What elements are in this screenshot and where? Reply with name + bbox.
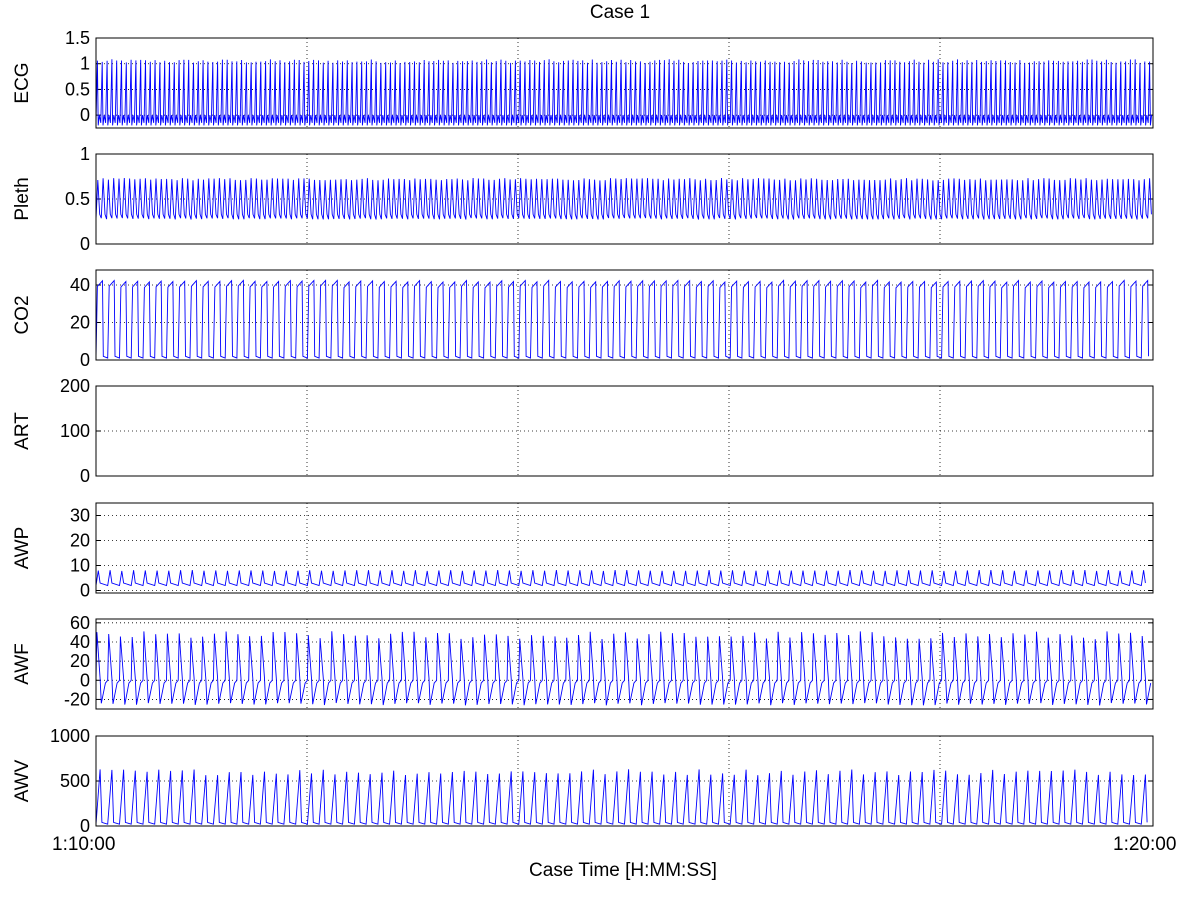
y-tick-label: 0 <box>80 581 90 601</box>
panel-awv: 0 500 1000 AWV <box>12 726 1154 836</box>
y-axis-label: AWP <box>12 527 33 570</box>
y-tick-label: 60 <box>70 613 90 633</box>
axes-frame <box>95 153 1154 245</box>
axes-frame <box>95 618 1154 710</box>
y-axis-label: CO2 <box>12 295 33 334</box>
series-line-pleth <box>95 177 1152 220</box>
y-tick-label: 40 <box>70 632 90 652</box>
y-axis-label: ECG <box>12 62 33 103</box>
series-line-awp <box>95 570 1146 587</box>
y-tick-label: 1 <box>80 54 90 74</box>
axes-frame <box>95 502 1154 594</box>
y-axis-label: AWF <box>12 643 33 685</box>
y-tick-label: 0 <box>80 670 90 690</box>
y-tick-label: 0.5 <box>65 79 90 99</box>
y-tick-label: 0 <box>80 234 90 254</box>
series-line-ecg <box>95 59 1153 126</box>
y-tick-label: 0 <box>80 350 90 370</box>
axes-frame <box>95 385 1154 477</box>
y-tick-label: 20 <box>70 531 90 551</box>
y-tick-label: 0 <box>80 466 90 486</box>
y-tick-label: 1.5 <box>65 28 90 48</box>
y-axis-label: ART <box>12 412 33 450</box>
y-tick-label: 0 <box>80 105 90 125</box>
panel-pleth: 0 0.5 1 Pleth <box>12 144 1154 254</box>
chart-title: Case 1 <box>589 2 651 23</box>
series-line-awf <box>95 631 1152 706</box>
series-line-awv <box>95 769 1148 825</box>
y-axis-label: AWV <box>12 759 33 802</box>
x-tick-label-start: 1:10:00 <box>52 834 116 855</box>
series-line-co2 <box>95 279 1149 359</box>
y-tick-label: 30 <box>70 506 90 526</box>
panel-awp: 0 10 20 30 AWP <box>12 502 1154 601</box>
y-tick-label: 1000 <box>50 726 90 746</box>
y-tick-label: 20 <box>70 313 90 333</box>
y-tick-label: 0.5 <box>65 189 90 209</box>
axes-frame <box>95 735 1154 827</box>
y-tick-label: 100 <box>60 421 90 441</box>
y-tick-label: 10 <box>70 556 90 576</box>
y-tick-label: 0 <box>80 816 90 836</box>
axes-frame <box>95 269 1154 361</box>
x-axis-label: Case Time [H:MM:SS] <box>529 860 717 881</box>
y-tick-label: 20 <box>70 651 90 671</box>
panel-art: 0 100 200 ART <box>12 376 1154 486</box>
y-tick-label: 200 <box>60 376 90 396</box>
y-axis-label: Pleth <box>12 177 33 220</box>
y-tick-label: 1 <box>80 144 90 164</box>
y-tick-label: 500 <box>60 771 90 791</box>
axes-frame <box>95 37 1154 129</box>
y-tick-label: 40 <box>70 275 90 295</box>
panel-co2: 0 20 40 CO2 <box>12 269 1154 370</box>
y-tick-label: -20 <box>64 689 90 709</box>
panel-ecg: 0 0.5 1 1.5 ECG <box>12 28 1154 129</box>
x-tick-label-end: 1:20:00 <box>1113 834 1177 855</box>
